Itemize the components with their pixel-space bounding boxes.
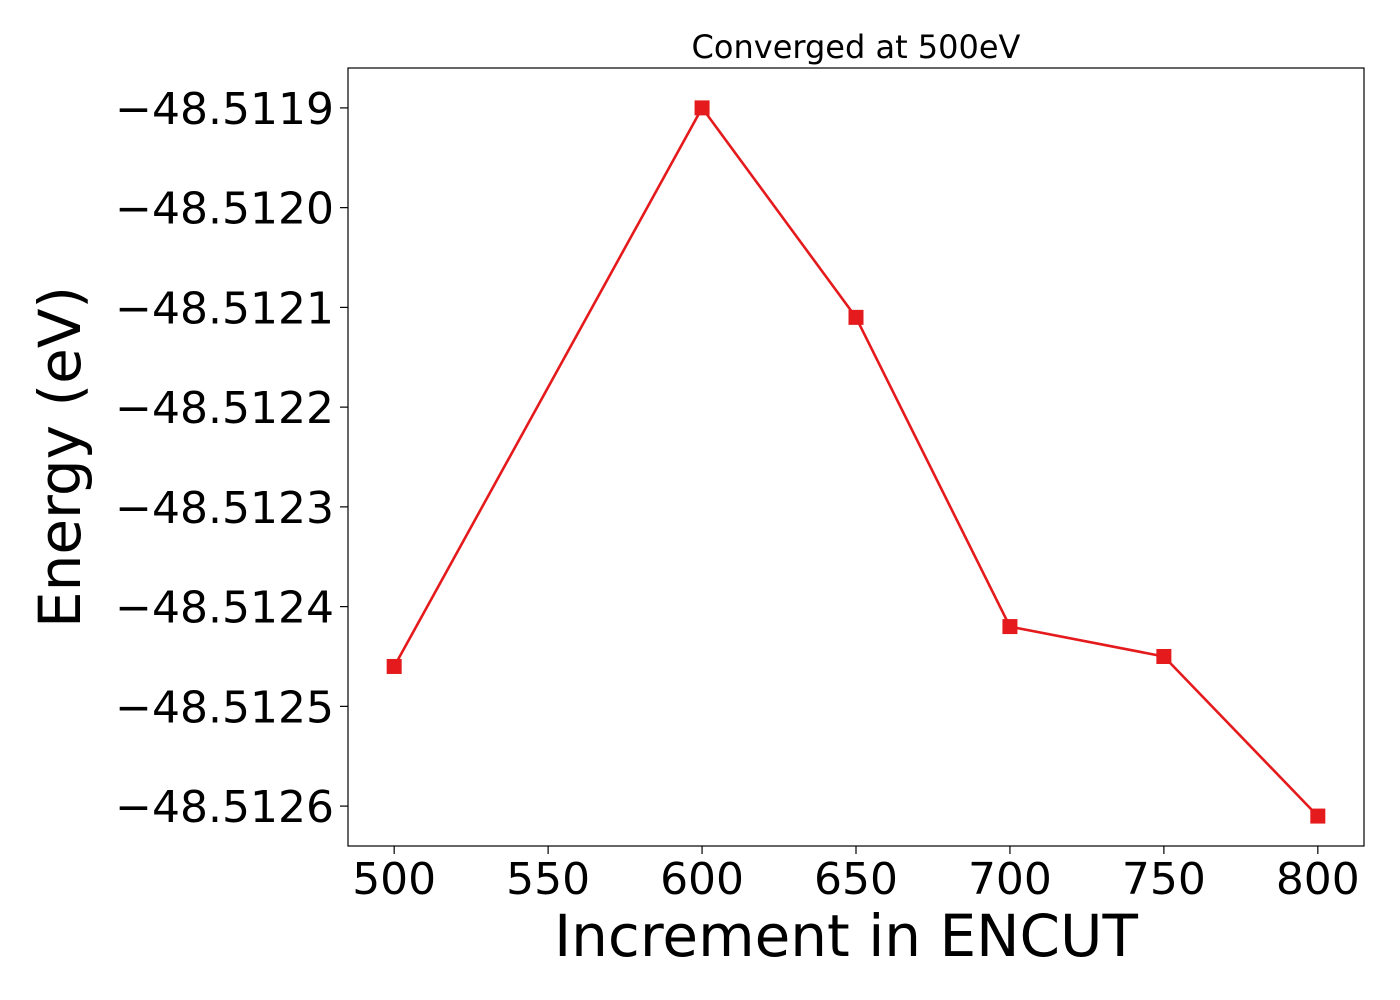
x-tick-label: 600: [660, 854, 744, 905]
x-tick-label: 700: [968, 854, 1052, 905]
y-tick-label: −48.5124: [115, 583, 334, 634]
series-line: [393, 106, 1319, 818]
y-tick-label: −48.5125: [115, 682, 334, 733]
y-tick-label: −48.5126: [115, 782, 334, 833]
series-layer: [386, 100, 1326, 824]
x-tick-label: 550: [506, 854, 590, 905]
y-tick-label: −48.5121: [115, 283, 334, 334]
data-point-marker: [1002, 619, 1018, 635]
y-tick-label: −48.5123: [115, 483, 334, 534]
data-point-marker: [694, 100, 710, 116]
y-axis-title: Energy (eV): [26, 286, 94, 628]
data-point-marker: [1156, 648, 1172, 664]
data-point-marker: [386, 658, 402, 674]
x-tick-label: 650: [814, 854, 898, 905]
x-axis: 500 550 600 650 700 750 800: [352, 846, 1360, 905]
y-tick-label: −48.5119: [115, 84, 334, 135]
x-tick-label: 500: [352, 854, 436, 905]
y-tick-label: −48.5122: [115, 383, 334, 434]
x-axis-title: Increment in ENCUT: [554, 902, 1138, 970]
data-point-marker: [1310, 808, 1326, 824]
data-point-marker: [848, 309, 864, 325]
chart-title: Converged at 500eV: [692, 28, 1021, 66]
x-tick-label: 750: [1122, 854, 1206, 905]
x-tick-label: 800: [1276, 854, 1360, 905]
y-axis: −48.5119 −48.5120 −48.5121 −48.5122 −48.5123…: [115, 84, 348, 833]
y-tick-label: −48.5120: [115, 184, 334, 235]
